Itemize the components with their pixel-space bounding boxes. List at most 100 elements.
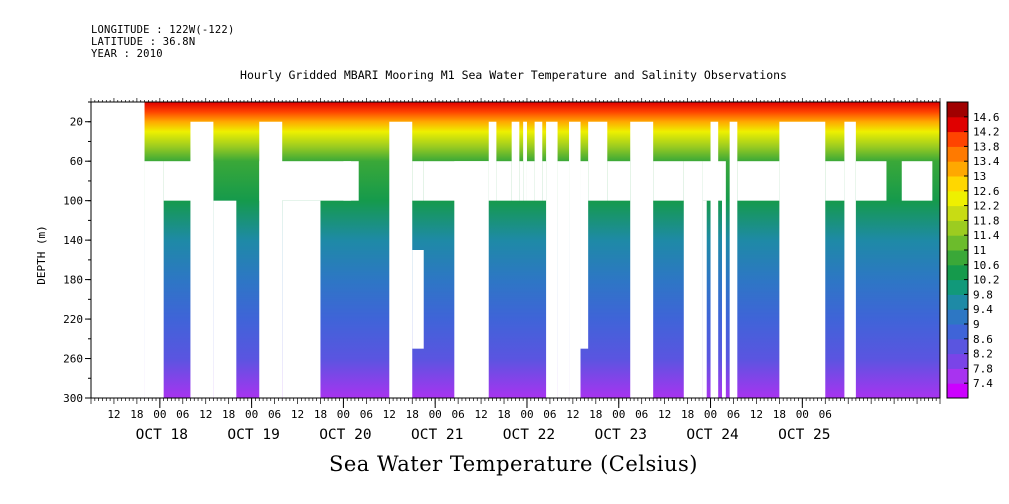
longitude-label: LONGITUDE : 122W(-122)	[91, 24, 235, 36]
x-hour-label: 18	[497, 408, 510, 421]
colorbar-segment	[947, 279, 968, 295]
data-gap-22	[546, 121, 558, 398]
colorbar-label: 8.6	[973, 333, 993, 346]
colorbar-segment	[947, 353, 968, 369]
data-gap-11	[412, 250, 424, 349]
x-day-label: OCT 20	[319, 427, 371, 443]
colorbar-label: 11.4	[973, 229, 1000, 242]
colorbar-label: 14.2	[973, 126, 1000, 139]
latitude-label: LATITUDE : 36.8N	[91, 36, 196, 48]
x-hour-label: 12	[291, 408, 304, 421]
x-hour-label: 00	[153, 408, 166, 421]
x-hour-label: 18	[222, 408, 235, 421]
data-gap-9	[389, 121, 413, 398]
x-hour-label: 12	[474, 408, 487, 421]
colorbar-segment	[947, 250, 968, 266]
y-tick-label: 20	[70, 116, 83, 129]
colorbar-segment	[947, 102, 968, 118]
x-day-label: OCT 24	[686, 427, 739, 443]
data-gap-10	[412, 161, 424, 201]
y-tick-label: 300	[63, 392, 83, 405]
data-gap-34	[722, 161, 726, 398]
y-tick-label: 100	[63, 195, 83, 208]
x-hour-label: 18	[773, 408, 786, 421]
y-tick-label: 140	[63, 234, 83, 247]
x-hour-label: 18	[589, 408, 602, 421]
colorbar-segment	[947, 309, 968, 325]
colorbar-label: 10.2	[973, 274, 1000, 287]
x-hour-label: 00	[337, 408, 350, 421]
data-gap-36	[737, 161, 780, 201]
data-gap-15	[496, 161, 512, 201]
colorbar-segment	[947, 205, 968, 221]
colorbar-segment	[947, 338, 968, 355]
data-gap-24	[569, 121, 581, 398]
x-hour-label: 12	[566, 408, 579, 421]
x-hour-label: 18	[406, 408, 419, 421]
x-hour-label: 18	[681, 408, 694, 421]
x-hour-label: 12	[658, 408, 671, 421]
colorbar-label: 11.8	[973, 214, 1000, 227]
x-day-label: OCT 18	[136, 427, 188, 443]
colorbar: 7.47.88.28.699.49.810.210.61111.411.812.…	[946, 101, 1000, 399]
metadata-header: LONGITUDE : 122W(-122) LATITUDE : 36.8N …	[91, 24, 234, 60]
data-gap-16	[511, 121, 520, 201]
x-hour-label: 12	[107, 408, 120, 421]
data-gap-7	[259, 161, 352, 201]
colorbar-label: 13.4	[973, 155, 1000, 168]
x-hour-label: 06	[635, 408, 648, 421]
data-gap-29	[653, 161, 684, 201]
y-axis-label: DEPTH (m)	[35, 225, 48, 285]
x-hour-label: 06	[543, 408, 556, 421]
y-tick-label: 220	[63, 313, 83, 326]
colorbar-segment	[947, 294, 968, 310]
colorbar-label: 11	[973, 244, 986, 257]
data-gap-31	[702, 200, 707, 398]
colorbar-segment	[947, 190, 968, 207]
data-gap-14	[488, 121, 497, 201]
heatmap-chart: 20 60 100 140 180 220 260 300 12 18 00 06 12 18 00 06 12…	[35, 98, 1000, 443]
colorbar-label: 13	[973, 170, 986, 183]
data-gap-18	[523, 121, 527, 201]
colorbar-segment	[947, 161, 968, 177]
y-tick-label: 260	[63, 353, 83, 366]
colorbar-segment	[947, 383, 968, 399]
colorbar-label: 9	[973, 318, 980, 331]
colorbar-label: 13.8	[973, 140, 1000, 153]
data-gap-8	[343, 161, 359, 201]
colorbar-label: 9.4	[973, 303, 993, 316]
colorbar-segment	[947, 220, 968, 236]
data-gap-27	[607, 161, 631, 201]
x-day-label: OCT 21	[411, 427, 463, 443]
x-hour-label: 06	[360, 408, 373, 421]
data-gap-28	[630, 121, 654, 398]
colorbar-segment	[947, 264, 968, 281]
x-hour-label: 06	[176, 408, 189, 421]
data-gap-6	[282, 200, 321, 398]
x-hour-label: 18	[130, 408, 143, 421]
x-hour-label: 06	[268, 408, 281, 421]
data-gap-19	[526, 161, 535, 201]
data-gap-41	[901, 161, 933, 201]
colorbar-label: 14.6	[973, 111, 1000, 124]
x-hour-label: 18	[314, 408, 327, 421]
data-gap-37	[779, 121, 826, 398]
x-hour-label: 00	[429, 408, 442, 421]
data-gap-1	[144, 161, 164, 398]
x-hour-label: 06	[727, 408, 740, 421]
data-gap-20	[534, 121, 543, 201]
data-gap-0	[91, 102, 145, 398]
data-gap-39	[844, 121, 856, 398]
colorbar-segment	[947, 176, 968, 192]
data-gap-40	[855, 161, 887, 201]
data-gap-38	[825, 161, 845, 201]
data-gap-3	[163, 161, 214, 201]
x-axis-label: Sea Water Temperature (Celsius)	[328, 452, 698, 476]
colorbar-label: 8.2	[973, 348, 993, 361]
x-hour-label: 00	[612, 408, 625, 421]
colorbar-segment	[947, 235, 968, 251]
colorbar-segment	[947, 368, 968, 384]
colorbar-label: 7.4	[973, 377, 993, 390]
colorbar-label: 7.8	[973, 362, 993, 375]
data-gaps	[91, 102, 933, 398]
